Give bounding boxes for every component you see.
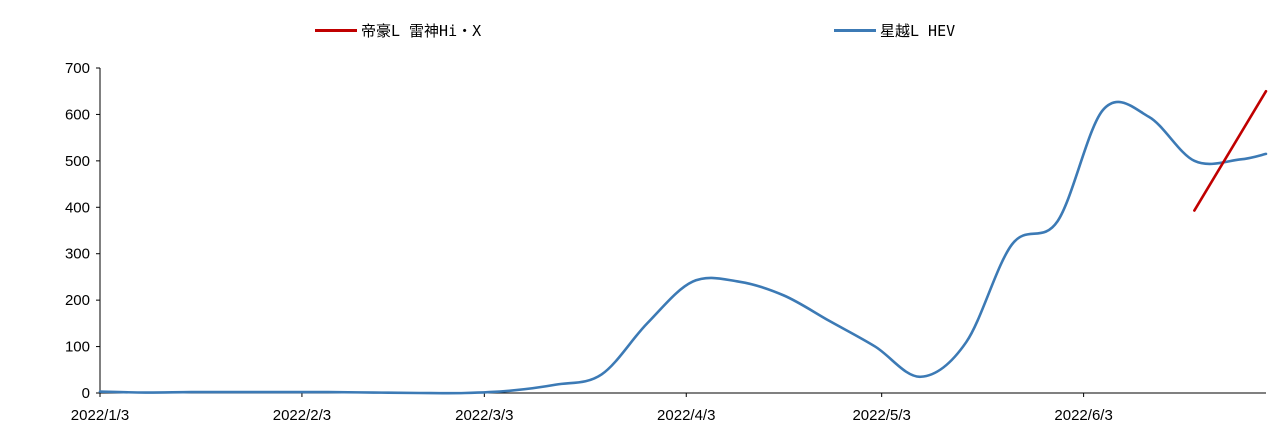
x-tick-label: 2022/5/3 [852, 407, 910, 424]
legend-item-dihao-l: 帝豪L 雷神Hi・X [315, 18, 481, 42]
series-line-dihao-l [1193, 89, 1268, 212]
y-tick-label: 500 [65, 153, 90, 170]
y-tick-label: 0 [82, 385, 90, 402]
x-tick-label: 2022/6/3 [1054, 407, 1112, 424]
legend-swatch-xingyue-l [834, 28, 876, 32]
legend-item-xingyue-l: 星越L HEV [834, 18, 955, 42]
y-tick-label: 100 [65, 339, 90, 356]
y-tick-label: 400 [65, 199, 90, 216]
x-tick-label: 2022/2/3 [273, 407, 331, 424]
legend-label-xingyue-l: 星越L HEV [880, 21, 956, 40]
y-tick-label: 600 [65, 106, 90, 123]
legend-label-dihao-l: 帝豪L 雷神Hi・X [361, 21, 482, 40]
x-tick-label: 2022/1/3 [71, 407, 129, 424]
series-line-xingyue-l [98, 100, 1268, 395]
legend-swatch-dihao-l [315, 28, 357, 32]
y-tick-label: 300 [65, 246, 90, 263]
x-tick-label: 2022/4/3 [657, 407, 715, 424]
y-tick-label: 200 [65, 292, 90, 309]
y-tick-label: 700 [65, 60, 90, 77]
x-tick-label: 2022/3/3 [455, 407, 513, 424]
